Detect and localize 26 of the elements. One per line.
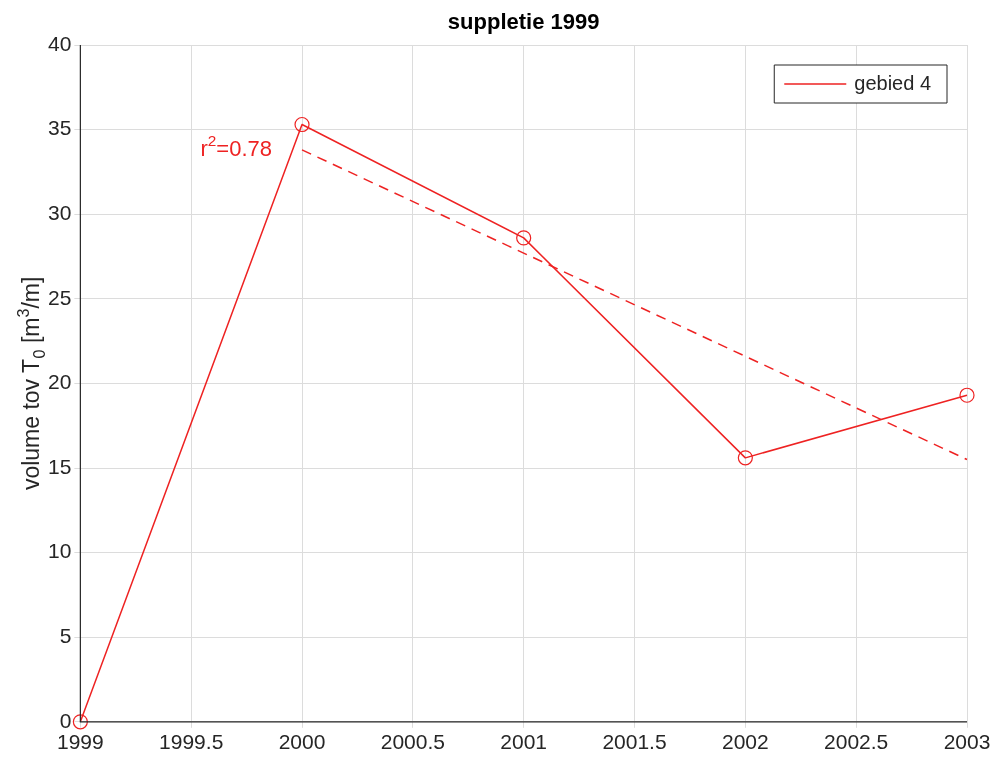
x-tick-label: 2002: [721, 730, 769, 754]
chart-title: suppletie 1999: [447, 9, 600, 35]
point: [959, 387, 975, 403]
y-tick-label: 25: [48, 285, 72, 309]
y-tick-label: 5: [59, 624, 72, 647]
y-tick-label: 20: [48, 370, 72, 394]
x-tick-label: 2001.5: [602, 730, 667, 754]
y-tick-label: 30: [48, 201, 72, 224]
point: [737, 450, 753, 466]
legend-label: gebied 4: [854, 71, 932, 94]
point: [72, 714, 88, 730]
y-tick-label: 10: [48, 539, 72, 563]
y-tick-label: 0: [59, 708, 72, 732]
y-axis-title: volume tov T0 [m3/m]: [14, 276, 49, 491]
y-tick-label: 35: [48, 116, 72, 140]
x-tick-label: 1999: [57, 730, 104, 754]
y-tick-label: 40: [48, 31, 72, 55]
y-tick-label: 15: [48, 454, 72, 478]
point: [294, 116, 310, 133]
x-tick-label: 1999.5: [159, 730, 224, 754]
x-tick-label: 2001: [500, 730, 548, 754]
x-tick-label: 2000: [278, 730, 326, 754]
x-tick-label: 2000.5: [380, 730, 445, 754]
point: [516, 230, 532, 246]
x-tick-label: 2002.5: [824, 730, 889, 754]
x-tick-label: 2003: [943, 730, 991, 754]
